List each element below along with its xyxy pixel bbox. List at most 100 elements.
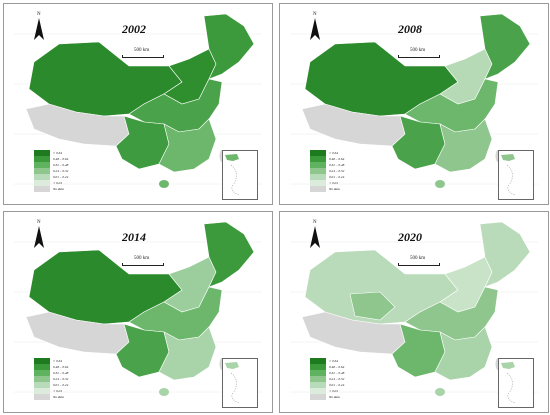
inset-map	[225, 362, 240, 404]
scale-label: 500 km	[410, 48, 426, 53]
legend-swatch	[34, 150, 50, 156]
south-china-sea-inset	[222, 150, 258, 200]
inset-coast	[501, 154, 515, 161]
scale-label: 500 km	[134, 256, 150, 261]
legend: > 0.64 0.48 – 0.64 0.32 – 0.48 0.24 – 0.32 0…	[34, 150, 68, 192]
legend-label: 0.48 – 0.64	[53, 365, 69, 369]
region-south	[434, 118, 493, 173]
region-hainan	[159, 180, 169, 188]
legend-item: > 0.64	[34, 150, 68, 156]
region-south	[434, 326, 493, 381]
legend-item: 0.24 – 0.32	[34, 376, 68, 382]
map-year: 2008	[398, 22, 422, 36]
legend-swatch	[34, 370, 50, 376]
legend-label: 0.32 – 0.48	[53, 163, 69, 167]
legend-label: No data	[329, 187, 340, 191]
scale-bar	[398, 263, 440, 266]
legend-swatch	[310, 174, 326, 180]
china-map	[290, 13, 538, 188]
legend-swatch	[310, 388, 326, 394]
scale-bar	[122, 55, 164, 58]
region-northeast	[479, 221, 531, 288]
map-panel-2020: 2020 N 500 km > 0.64 0.48 – 0.64 0.32 – 0.…	[279, 211, 549, 413]
legend-swatch	[34, 358, 50, 364]
legend-swatch	[34, 180, 50, 186]
legend: > 0.64 0.48 – 0.64 0.32 – 0.48 0.24 – 0.32 0…	[310, 358, 344, 400]
legend-label: 0.01 – 0.24	[329, 175, 345, 179]
inset-boundary	[506, 372, 516, 404]
legend-label: No data	[53, 395, 64, 399]
legend-item: 0.32 – 0.48	[310, 370, 344, 376]
legend-item: 0.48 – 0.64	[310, 156, 344, 162]
region-northeast	[203, 221, 255, 288]
legend-label: No data	[53, 187, 64, 191]
legend-label: 0.24 – 0.32	[53, 377, 69, 381]
legend-item: No data	[310, 186, 344, 192]
map-year: 2014	[122, 230, 146, 244]
region-south	[158, 326, 217, 381]
legend-item: 0.01 – 0.24	[310, 382, 344, 388]
legend-item: 0.01 – 0.24	[34, 174, 68, 180]
legend-label: 0.48 – 0.64	[329, 365, 345, 369]
legend-swatch	[34, 156, 50, 162]
legend-item: < 0.01	[34, 180, 68, 186]
inset-boundary	[506, 164, 516, 196]
legend-item: 0.32 – 0.48	[34, 162, 68, 168]
legend-swatch	[34, 364, 50, 370]
legend-item: No data	[34, 394, 68, 400]
china-map	[14, 221, 262, 396]
legend-label: 0.48 – 0.64	[53, 157, 69, 161]
legend-item: 0.48 – 0.64	[310, 364, 344, 370]
legend-swatch	[310, 180, 326, 186]
legend-swatch	[310, 394, 326, 400]
scale-label: 500 km	[134, 48, 150, 53]
legend-label: 0.01 – 0.24	[329, 383, 345, 387]
legend-item: < 0.01	[310, 180, 344, 186]
legend-label: 0.24 – 0.32	[53, 169, 69, 173]
scale-bar	[398, 55, 440, 58]
region-qinghai	[349, 291, 396, 321]
region-southwest	[391, 323, 446, 378]
china-map	[290, 221, 538, 396]
map-year: 2020	[398, 230, 422, 244]
legend-item: > 0.64	[310, 358, 344, 364]
legend-label: 0.24 – 0.32	[329, 169, 345, 173]
region-southwest	[115, 115, 170, 170]
region-south	[158, 118, 217, 173]
legend-swatch	[310, 168, 326, 174]
legend-item: 0.48 – 0.64	[34, 364, 68, 370]
inset-boundary	[230, 164, 240, 196]
legend-label: < 0.01	[329, 389, 339, 393]
inset-map	[501, 362, 516, 404]
legend-swatch	[34, 376, 50, 382]
legend-swatch	[34, 186, 50, 192]
legend-item: 0.24 – 0.32	[310, 376, 344, 382]
legend-swatch	[310, 370, 326, 376]
legend-swatch	[34, 174, 50, 180]
map-panel-2008: 2008 N 500 km > 0.64 0.48 – 0.64 0.32 – 0.…	[279, 3, 549, 205]
legend-label: > 0.64	[329, 151, 339, 155]
south-china-sea-inset	[222, 358, 258, 408]
region-hainan	[435, 180, 445, 188]
legend: > 0.64 0.48 – 0.64 0.32 – 0.48 0.24 – 0.32 0…	[34, 358, 68, 400]
region-hainan	[435, 388, 445, 396]
legend-item: 0.01 – 0.24	[310, 174, 344, 180]
scale-label: 500 km	[410, 256, 426, 261]
inset-coast	[225, 362, 239, 369]
legend-label: 0.01 – 0.24	[53, 383, 69, 387]
legend-label: 0.32 – 0.48	[329, 163, 345, 167]
region-southwest	[391, 115, 446, 170]
north-label: N	[37, 220, 41, 225]
legend: > 0.64 0.48 – 0.64 0.32 – 0.48 0.24 – 0.32 0…	[310, 150, 344, 192]
legend-swatch	[310, 364, 326, 370]
inset-map	[225, 154, 240, 196]
legend-item: 0.32 – 0.48	[310, 162, 344, 168]
legend-label: No data	[329, 395, 340, 399]
inset-boundary	[230, 372, 240, 404]
legend-item: 0.24 – 0.32	[34, 168, 68, 174]
legend-swatch	[310, 382, 326, 388]
north-label: N	[313, 220, 317, 225]
legend-label: 0.32 – 0.48	[329, 371, 345, 375]
north-label: N	[313, 12, 317, 17]
inset-coast	[501, 362, 515, 369]
